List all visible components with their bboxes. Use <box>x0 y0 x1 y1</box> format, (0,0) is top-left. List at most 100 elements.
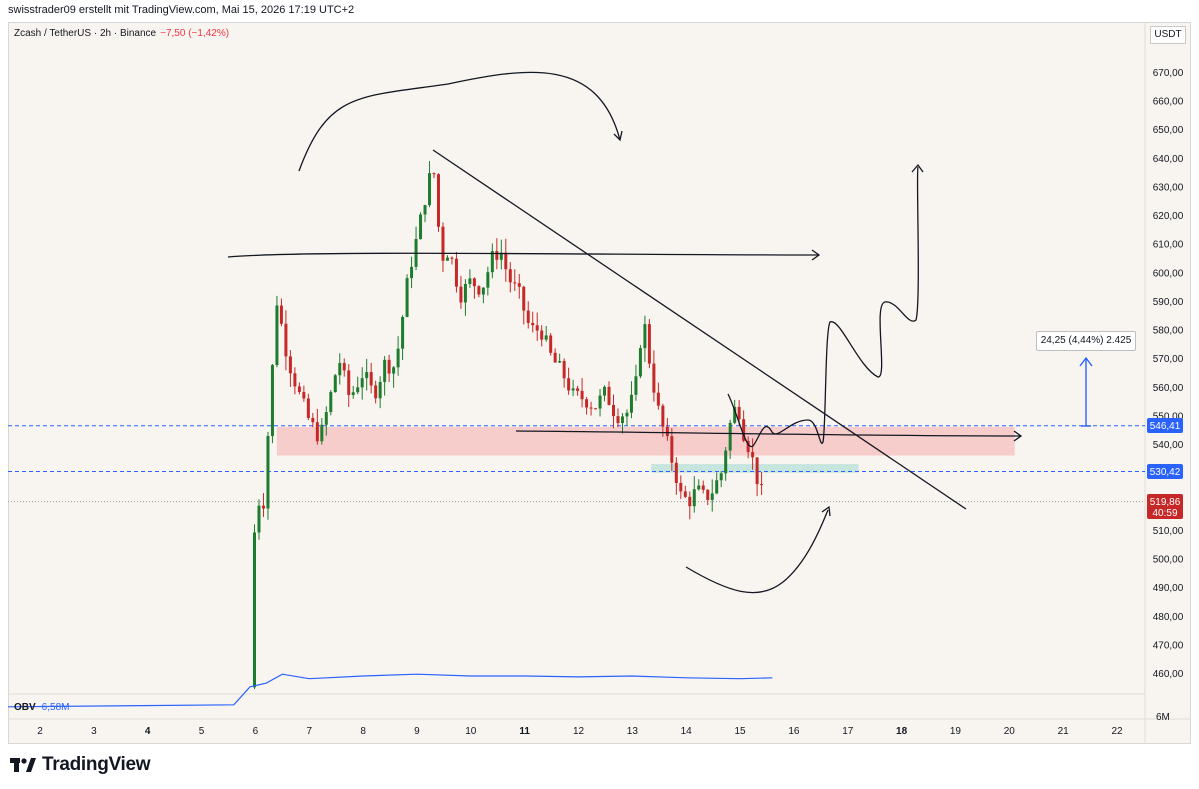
time-tick: 10 <box>465 726 477 737</box>
candle-body <box>580 390 584 400</box>
candle-body <box>612 404 616 417</box>
time-tick: 13 <box>627 726 639 737</box>
time-tick: 18 <box>896 726 908 737</box>
currency-selector[interactable]: USDT <box>1150 26 1186 44</box>
candle-body <box>410 266 414 279</box>
last-price-label: 519,86 <box>1150 497 1181 508</box>
candle-body <box>396 348 400 368</box>
candle-body <box>526 310 530 323</box>
candle-body <box>333 375 337 393</box>
chart-pane[interactable] <box>8 22 1191 744</box>
candle-body <box>428 173 432 206</box>
candle-body <box>288 356 292 374</box>
candle-body <box>266 436 270 509</box>
time-axis[interactable]: 2 3 4 5 6 7 8 9 10 11 12 13 14 15 16 17 18 19 20 21 22 <box>37 726 1123 737</box>
support-zone[interactable] <box>651 464 859 473</box>
price-tick: 620,00 <box>1153 211 1184 222</box>
price-tick: 470,00 <box>1153 640 1184 651</box>
candle-body <box>562 361 566 379</box>
candle-body <box>320 424 324 442</box>
obv-value: 6,58M <box>41 702 70 713</box>
time-tick: 8 <box>360 726 366 737</box>
time-tick: 22 <box>1111 726 1123 737</box>
time-tick: 16 <box>788 726 800 737</box>
candle-body <box>679 482 683 492</box>
time-tick: 6 <box>253 726 259 737</box>
symbol-name: Zcash / TetherUS · 2h · Binance <box>14 28 157 39</box>
time-tick: 14 <box>681 726 693 737</box>
price-tick: 460,00 <box>1153 669 1184 680</box>
price-tick: 540,00 <box>1153 440 1184 451</box>
candle-body <box>338 363 342 376</box>
candle-body <box>719 473 723 481</box>
drawings-layer[interactable] <box>227 71 1023 594</box>
candle-body <box>553 352 557 363</box>
candle-body <box>284 323 288 357</box>
projected-path-arrow[interactable] <box>727 166 919 448</box>
candle-body <box>454 258 458 287</box>
candle-body <box>733 406 737 423</box>
candle-body <box>257 505 261 533</box>
candle-body <box>279 305 283 324</box>
horizontal-arrow-610[interactable] <box>227 252 819 258</box>
candle-body <box>683 491 687 497</box>
candle-body <box>697 485 701 490</box>
candle-body <box>620 416 624 424</box>
candle-body <box>634 376 638 395</box>
level-530-label-bg <box>1147 464 1183 479</box>
candle-body <box>261 505 265 509</box>
measure-tool[interactable] <box>1079 356 1093 427</box>
curved-arrow-bottom[interactable] <box>685 509 829 594</box>
candle-body <box>383 359 387 382</box>
candle-body <box>508 269 512 283</box>
candle-body <box>302 391 306 399</box>
candle-body <box>253 532 257 688</box>
candle-body <box>674 462 678 483</box>
measure-arrow-head <box>1079 356 1093 367</box>
arc-arrow-top-head <box>613 130 623 142</box>
candle-body <box>737 406 741 420</box>
resistance-zone[interactable] <box>276 426 1015 456</box>
candle-body <box>374 385 378 399</box>
chart-canvas[interactable]: 670,00 660,00 650,00 640,00 630,00 620,00 610,… <box>8 22 1191 744</box>
candle-body <box>490 251 494 273</box>
candle-body <box>315 422 319 442</box>
tradingview-logo-icon <box>10 758 36 772</box>
candle-body <box>360 378 364 388</box>
candle-body <box>522 286 526 311</box>
candle-body <box>728 422 732 451</box>
candle-body <box>706 489 710 500</box>
candle-body <box>270 365 274 437</box>
descending-trendline[interactable] <box>432 149 967 510</box>
price-change: −7,50 (−1,42%) <box>160 28 230 39</box>
candle-body <box>311 417 315 423</box>
candle-body <box>472 278 476 287</box>
time-tick: 4 <box>145 726 151 737</box>
candle-body <box>486 272 490 288</box>
time-tick: 9 <box>414 726 420 737</box>
price-tick: 670,00 <box>1153 68 1184 79</box>
candle-body <box>423 205 427 215</box>
price-axis[interactable]: 670,00 660,00 650,00 640,00 630,00 620,00 610,… <box>1153 68 1184 680</box>
arc-arrow-top[interactable] <box>298 71 621 172</box>
candle-body <box>463 283 467 303</box>
candle-body <box>751 452 755 458</box>
obv-legend[interactable]: OBV 6,58M <box>14 702 69 713</box>
price-tick: 570,00 <box>1153 354 1184 365</box>
candle-body <box>378 381 382 399</box>
candle-body <box>661 405 665 427</box>
candle-body <box>589 407 593 409</box>
price-tick: 630,00 <box>1153 182 1184 193</box>
candle-body <box>351 392 355 395</box>
candles-layer <box>253 161 764 689</box>
candle-body <box>652 363 656 393</box>
obv-axis-label: 6M <box>1156 712 1170 723</box>
price-tick: 640,00 <box>1153 154 1184 165</box>
tradingview-logo: TradingView <box>10 754 151 776</box>
time-tick: 17 <box>842 726 854 737</box>
candle-body <box>324 412 328 425</box>
symbol-legend[interactable]: Zcash / TetherUS · 2h · Binance −7,50 (−1… <box>14 28 229 39</box>
measure-label: 24,25 (4,44%) 2.425 <box>1036 331 1136 351</box>
obv-name: OBV <box>14 702 36 713</box>
candle-body <box>499 252 503 260</box>
